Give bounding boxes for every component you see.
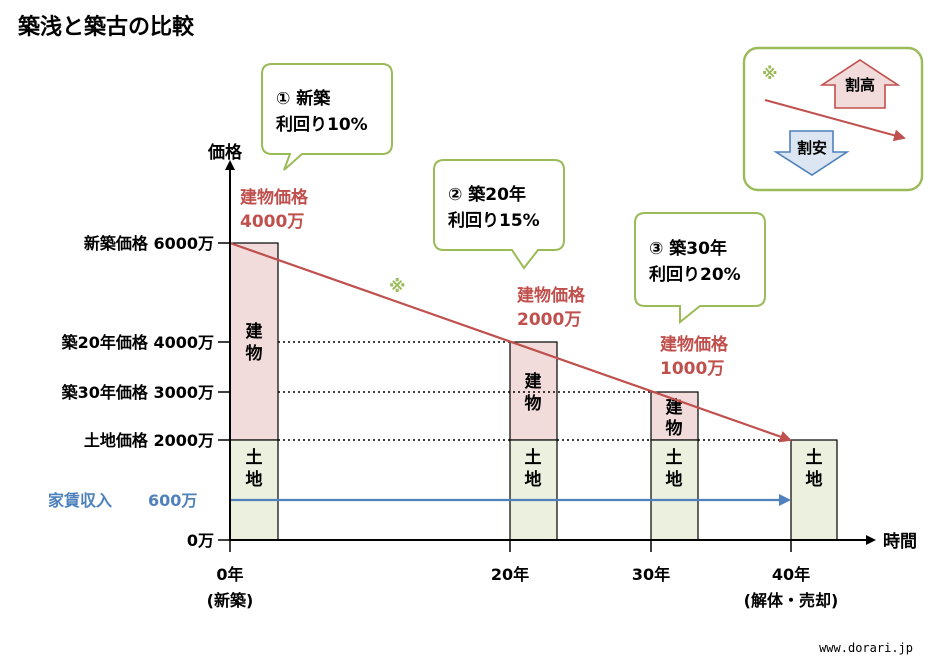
bar-label-land-1: 土 — [246, 447, 263, 468]
legend-low-label: 割安 — [797, 139, 827, 157]
callout-title: ② 築20年 — [448, 184, 526, 205]
note-mark: ※ — [389, 277, 406, 297]
bar-label-land-1: 土 — [666, 447, 683, 468]
bar-label-building-2: 物 — [246, 343, 263, 364]
building-price-label-new: 建物価格 — [240, 187, 309, 208]
callout-title: ③ 築30年 — [649, 238, 727, 259]
legend-high-label: 割高 — [845, 76, 875, 94]
bars — [229, 242, 838, 541]
land-bar-30y — [650, 439, 699, 541]
callout-title: ① 新築 — [276, 88, 331, 109]
bar-label-building-2: 物 — [666, 418, 683, 439]
page-title: 築浅と築古の比較 — [17, 14, 195, 40]
bar-label-land-1: 土 — [806, 447, 823, 468]
bar-label-land-2: 地 — [525, 469, 542, 490]
depreciation-arrow — [229, 241, 792, 443]
bar-label-building-2: 物 — [525, 393, 542, 414]
bar-label-land-2: 地 — [246, 469, 263, 490]
callout-bubble — [261, 63, 393, 171]
y-tick-20y-price: 築20年価格 4000万 — [61, 333, 214, 352]
rent-value: 600万 — [148, 491, 197, 510]
building-bar-20y — [509, 341, 558, 441]
callout-yield: 利回り15% — [448, 210, 540, 231]
down-arrow-icon — [773, 130, 850, 176]
bar-label-building-1: 建 — [525, 371, 542, 392]
bar-inner-labels: 建 物 土 地 建 物 土 地 建 物 土 地 土 地 — [246, 321, 823, 490]
bar-label-building-1: 建 — [666, 397, 683, 418]
rent-label: 家賃収入 — [48, 491, 112, 510]
x-tick-40: 40年 — [772, 565, 810, 584]
legend-mark: ※ — [762, 64, 778, 83]
x-tick-40-sub: (解体・売却) — [744, 591, 839, 610]
x-tick-labels: 0年 (新築) 20年 30年 40年 (解体・売却) — [207, 565, 839, 610]
y-tick-30y-price: 築30年価格 3000万 — [61, 383, 214, 402]
x-axis-label: 時間 — [883, 531, 917, 552]
y-tick-zero: 0万 — [187, 531, 214, 550]
callout-30y: ③ 築30年 利回り20% — [634, 212, 766, 325]
watermark: www.dorari.jp — [819, 641, 913, 655]
land-bar-new — [229, 439, 279, 541]
building-price-label-30y: 建物価格 — [660, 334, 729, 355]
guide-lines — [278, 341, 791, 441]
legend-trend-arrow — [764, 99, 906, 142]
callout-bubble — [634, 212, 766, 325]
building-price-value-20y: 2000万 — [517, 310, 581, 330]
bar-label-land-1: 土 — [525, 447, 542, 468]
building-bar-new — [229, 242, 279, 441]
land-bar-20y — [509, 439, 558, 541]
callout-yield: 利回り20% — [649, 264, 741, 285]
building-price-value-new: 4000万 — [240, 212, 304, 232]
axis-ticks — [218, 242, 792, 552]
building-price-value-30y: 1000万 — [660, 359, 724, 379]
y-tick-labels: 新築価格 6000万 築20年価格 4000万 築30年価格 3000万 土地価… — [61, 234, 214, 550]
x-tick-20: 20年 — [491, 565, 529, 584]
bar-label-building-1: 建 — [246, 321, 263, 342]
x-tick-0-sub: (新築) — [207, 591, 254, 610]
y-axis-label: 価格 — [207, 142, 243, 163]
bar-label-land-2: 地 — [666, 469, 683, 490]
up-arrow-icon — [819, 59, 901, 109]
y-tick-new-price: 新築価格 6000万 — [84, 234, 214, 253]
building-price-labels: 建物価格 4000万 建物価格 2000万 建物価格 1000万 — [240, 187, 729, 379]
callout-yield: 利回り10% — [276, 114, 368, 135]
callout-bubble — [433, 159, 565, 270]
legend: ※ 割高 割安 — [742, 46, 924, 192]
bar-label-land-2: 地 — [806, 469, 823, 490]
x-tick-30: 30年 — [632, 565, 670, 584]
y-tick-land-price: 土地価格 2000万 — [84, 431, 214, 450]
callout-new: ① 新築 利回り10% — [261, 63, 393, 171]
x-tick-0: 0年 — [216, 565, 243, 584]
callout-20y: ② 築20年 利回り15% — [433, 159, 565, 270]
building-price-label-20y: 建物価格 — [517, 285, 586, 306]
